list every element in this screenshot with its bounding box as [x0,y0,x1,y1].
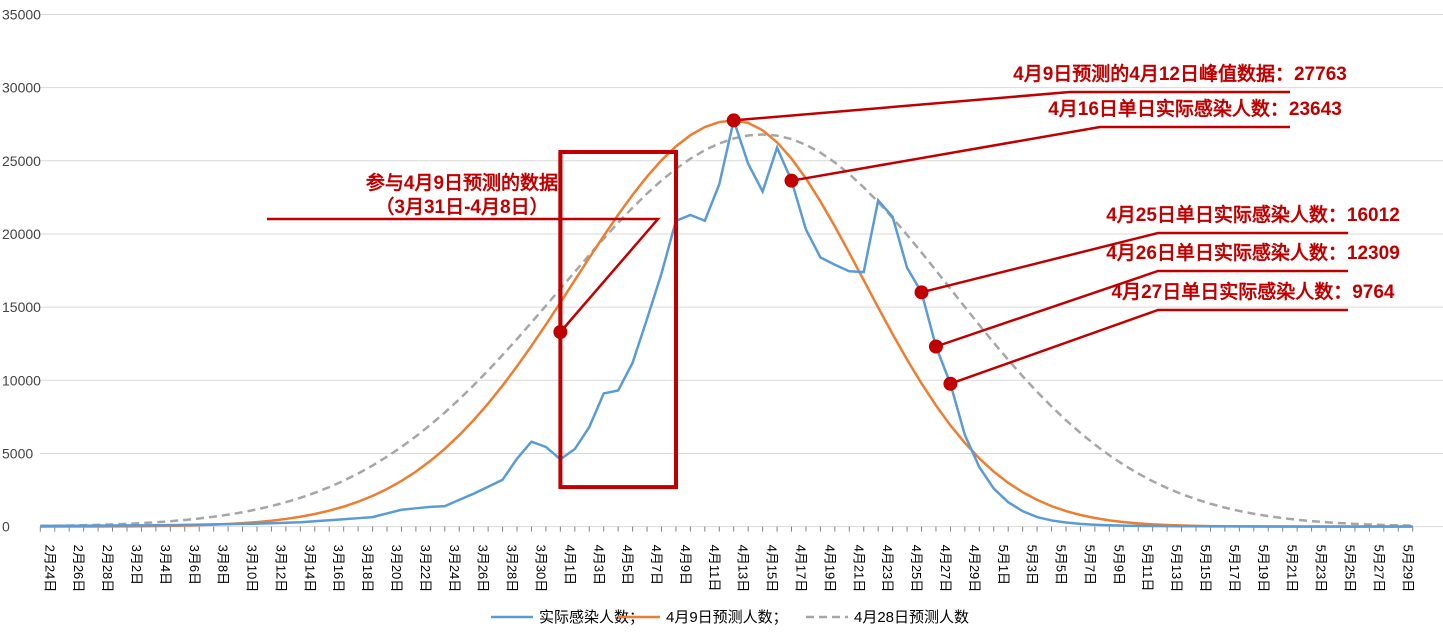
svg-text:5月1日: 5月1日 [996,545,1011,585]
svg-text:5月7日: 5月7日 [1082,545,1097,585]
svg-text:30000: 30000 [2,80,41,96]
svg-text:3月30日: 3月30日 [533,545,548,593]
svg-text:3月4日: 3月4日 [158,545,173,585]
svg-text:参与4月9日预测的数据: 参与4月9日预测的数据 [366,171,558,194]
svg-text:3月26日: 3月26日 [476,545,491,593]
svg-text:3月6日: 3月6日 [187,545,202,585]
svg-text:3月18日: 3月18日 [360,545,375,593]
svg-text:（3月31日-4月8日）: （3月31日-4月8日） [375,195,548,218]
svg-text:25000: 25000 [2,153,41,169]
svg-text:5月11日: 5月11日 [1140,545,1155,592]
svg-text:4月1日: 4月1日 [562,545,577,585]
svg-text:4月5日: 4月5日 [620,545,635,585]
svg-text:4月25日: 4月25日 [909,545,924,593]
svg-text:5月17日: 5月17日 [1227,545,1242,593]
svg-text:3月10日: 3月10日 [245,545,260,593]
svg-text:4月29日: 4月29日 [967,545,982,593]
svg-text:4月15日: 4月15日 [765,545,780,593]
svg-text:4月25日单日实际感染人数：16012: 4月25日单日实际感染人数：16012 [1106,203,1400,226]
svg-text:4月27日: 4月27日 [938,545,953,593]
svg-text:2月24日: 2月24日 [42,545,57,593]
svg-text:4月3日: 4月3日 [591,545,606,585]
svg-text:4月26日单日实际感染人数：12309: 4月26日单日实际感染人数：12309 [1106,241,1400,264]
svg-text:5月5日: 5月5日 [1054,545,1069,585]
svg-text:3月22日: 3月22日 [418,545,433,593]
svg-text:3月12日: 3月12日 [273,545,288,593]
svg-text:4月28日预测人数: 4月28日预测人数 [854,609,969,626]
svg-text:3月14日: 3月14日 [302,545,317,593]
svg-text:20000: 20000 [2,226,41,242]
svg-text:3月20日: 3月20日 [389,545,404,593]
svg-text:4月19日: 4月19日 [822,545,837,593]
svg-text:4月16日单日实际感染人数：23643: 4月16日单日实际感染人数：23643 [1048,97,1342,120]
svg-text:5000: 5000 [2,445,33,461]
svg-text:10000: 10000 [2,372,41,388]
svg-text:5月19日: 5月19日 [1256,545,1271,593]
svg-text:15000: 15000 [2,299,41,315]
svg-text:4月9日: 4月9日 [678,545,693,585]
svg-text:3月28日: 3月28日 [505,545,520,593]
svg-text:35000: 35000 [2,7,41,23]
svg-text:5月3日: 5月3日 [1025,545,1040,585]
svg-text:5月15日: 5月15日 [1198,545,1213,593]
svg-text:4月11日: 4月11日 [707,545,722,592]
svg-text:4月9日预测人数；: 4月9日预测人数； [666,609,788,626]
svg-text:4月9日预测的4月12日峰值数据：27763: 4月9日预测的4月12日峰值数据：27763 [1013,62,1347,85]
svg-text:4月17日: 4月17日 [794,545,809,593]
svg-text:5月9日: 5月9日 [1111,545,1126,585]
svg-text:4月13日: 4月13日 [736,545,751,593]
svg-text:2月28日: 2月28日 [100,545,115,593]
svg-text:4月23日: 4月23日 [880,545,895,593]
svg-text:4月21日: 4月21日 [851,545,866,593]
svg-text:5月21日: 5月21日 [1285,545,1300,593]
svg-text:3月2日: 3月2日 [129,545,144,585]
svg-text:2月26日: 2月26日 [71,545,86,593]
svg-text:4月7日: 4月7日 [649,545,664,585]
svg-text:5月29日: 5月29日 [1400,545,1415,593]
svg-text:5月23日: 5月23日 [1314,545,1329,593]
svg-text:5月25日: 5月25日 [1342,545,1357,593]
svg-text:3月16日: 3月16日 [331,545,346,593]
svg-text:5月27日: 5月27日 [1371,545,1386,593]
svg-text:3月8日: 3月8日 [216,545,231,585]
svg-text:4月27日单日实际感染人数：9764: 4月27日单日实际感染人数：9764 [1112,280,1395,303]
svg-text:5月13日: 5月13日 [1169,545,1184,593]
svg-text:0: 0 [2,519,10,535]
svg-text:3月24日: 3月24日 [447,545,462,593]
